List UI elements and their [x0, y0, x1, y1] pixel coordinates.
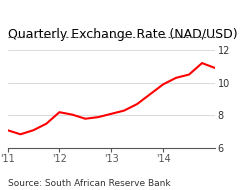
- Text: Quarterly Exchange Rate (NAD/USD): Quarterly Exchange Rate (NAD/USD): [8, 28, 237, 41]
- Text: Source: South African Reserve Bank: Source: South African Reserve Bank: [8, 179, 170, 188]
